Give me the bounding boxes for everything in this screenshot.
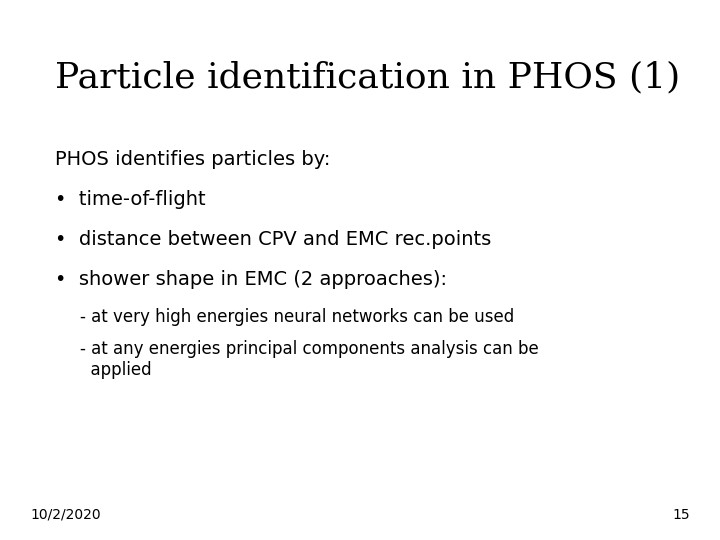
Text: 10/2/2020: 10/2/2020	[30, 508, 101, 522]
Text: •  shower shape in EMC (2 approaches):: • shower shape in EMC (2 approaches):	[55, 270, 447, 289]
Text: 15: 15	[672, 508, 690, 522]
Text: PHOS identifies particles by:: PHOS identifies particles by:	[55, 150, 330, 169]
Text: •  distance between CPV and EMC rec.points: • distance between CPV and EMC rec.point…	[55, 230, 491, 249]
Text: - at any energies principal components analysis can be
  applied: - at any energies principal components a…	[80, 340, 539, 379]
Text: Particle identification in PHOS (1): Particle identification in PHOS (1)	[55, 60, 680, 94]
Text: - at very high energies neural networks can be used: - at very high energies neural networks …	[80, 308, 514, 326]
Text: •  time-of-flight: • time-of-flight	[55, 190, 206, 209]
